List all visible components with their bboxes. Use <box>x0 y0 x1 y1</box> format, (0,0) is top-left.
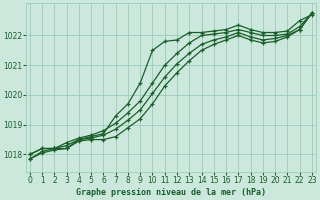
X-axis label: Graphe pression niveau de la mer (hPa): Graphe pression niveau de la mer (hPa) <box>76 188 266 197</box>
